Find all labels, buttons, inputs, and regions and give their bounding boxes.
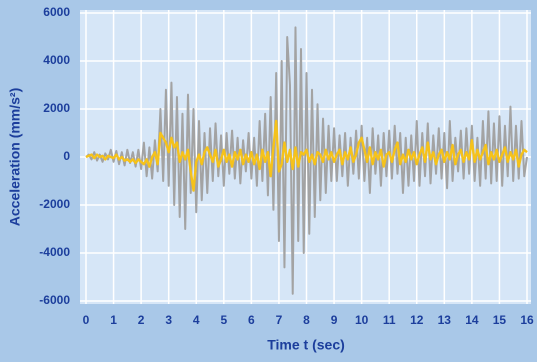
x-tick-label: 14	[465, 313, 479, 327]
y-tick-label: 6000	[43, 5, 70, 19]
series-line	[85, 119, 528, 192]
x-tick-label: 7	[276, 313, 283, 327]
x-tick-label: 4	[193, 313, 200, 327]
x-tick-label: 16	[520, 313, 534, 327]
y-tick-label: -6000	[39, 293, 70, 307]
series-line	[85, 26, 528, 295]
x-tick-label: 0	[83, 313, 90, 327]
x-tick-label: 10	[355, 313, 369, 327]
x-tick-label: 12	[410, 313, 424, 327]
x-tick-label: 5	[220, 313, 227, 327]
x-tick-label: 13	[438, 313, 452, 327]
x-tick-label: 11	[383, 313, 396, 327]
x-tick-label: 15	[493, 313, 507, 327]
x-tick-label: 9	[331, 313, 338, 327]
y-tick-label: -4000	[39, 245, 70, 259]
x-tick-label: 8	[303, 313, 310, 327]
y-axis-title: Acceleration (mm/s²)	[7, 88, 23, 226]
x-tick-label: 1	[110, 313, 117, 327]
y-tick-label: 4000	[43, 53, 70, 67]
y-tick-label: 0	[63, 149, 70, 163]
y-tick-label: 2000	[43, 101, 70, 115]
x-axis-title: Time t (sec)	[267, 337, 345, 353]
x-tick-label: 3	[165, 313, 172, 327]
y-tick-label: -2000	[39, 197, 70, 211]
x-tick-label: 2	[138, 313, 145, 327]
x-tick-label: 6	[248, 313, 255, 327]
